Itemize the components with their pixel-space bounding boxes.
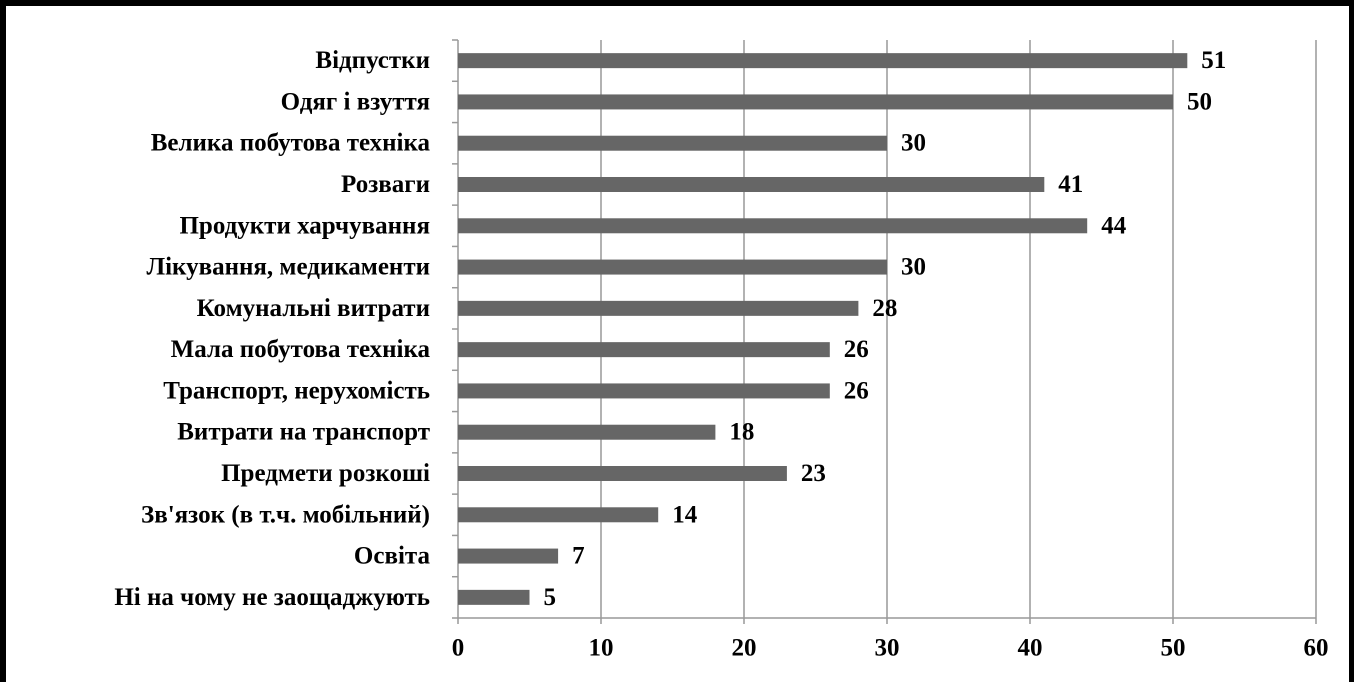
bar-13 [458, 548, 559, 564]
value-label-1: 51 [1201, 47, 1226, 74]
value-label-9: 26 [844, 377, 869, 404]
category-label-12: Зв'язок (в т.ч. мобільний) [141, 501, 430, 528]
x-tick-label-60: 60 [1304, 635, 1329, 662]
value-label-2: 50 [1187, 88, 1212, 115]
bar-8 [458, 342, 830, 358]
category-label-10: Витрати на транспорт [177, 419, 430, 446]
value-label-13: 7 [572, 543, 585, 570]
x-tick-label-40: 40 [1018, 635, 1043, 662]
x-tick-label-10: 10 [589, 635, 614, 662]
value-label-5: 44 [1101, 212, 1127, 239]
value-label-12: 14 [672, 501, 698, 528]
bar-10 [458, 424, 716, 440]
x-tick-label-20: 20 [732, 635, 757, 662]
axes [452, 39, 1317, 624]
bar-7 [458, 300, 859, 316]
bar-3 [458, 135, 887, 151]
bar-1 [458, 53, 1188, 69]
category-label-5: Продукти харчування [179, 212, 430, 239]
bar-4 [458, 177, 1045, 192]
category-labels: Відпустки Одяг і взуття Велика побутова те… [114, 47, 430, 611]
category-label-7: Комунальні витрати [197, 295, 430, 322]
bar-2 [458, 94, 1173, 110]
x-tick-label-50: 50 [1161, 635, 1186, 662]
value-label-10: 18 [729, 419, 754, 446]
category-label-6: Лікування, медикаменти [146, 254, 430, 281]
category-label-13: Освіта [354, 543, 431, 570]
bar-11 [458, 466, 787, 481]
value-label-3: 30 [901, 130, 926, 157]
category-label-14: Ні на чому не заощаджують [114, 584, 430, 611]
bar-5 [458, 218, 1088, 234]
value-label-14: 5 [544, 584, 557, 611]
x-tick-label-30: 30 [875, 635, 900, 662]
x-tick-label-0: 0 [452, 635, 465, 662]
category-label-2: Одяг і взуття [281, 88, 430, 115]
bar-6 [458, 259, 887, 275]
category-label-1: Відпустки [315, 47, 430, 74]
value-label-4: 41 [1058, 171, 1083, 198]
bars [458, 53, 1188, 605]
category-label-4: Розваги [341, 171, 430, 198]
value-label-11: 23 [801, 460, 826, 487]
category-label-3: Велика побутова техніка [151, 130, 431, 157]
category-label-9: Транспорт, нерухомість [163, 377, 430, 404]
bar-9 [458, 383, 830, 399]
x-tick-labels: 0 10 20 30 40 50 60 [452, 635, 1329, 662]
value-label-8: 26 [844, 336, 869, 363]
value-label-7: 28 [872, 295, 897, 322]
category-label-11: Предмети розкоші [221, 460, 430, 487]
bar-14 [458, 589, 530, 605]
category-label-8: Мала побутова техніка [171, 336, 431, 363]
bar-12 [458, 507, 659, 523]
gridlines [600, 40, 1317, 618]
value-label-6: 30 [901, 254, 926, 281]
